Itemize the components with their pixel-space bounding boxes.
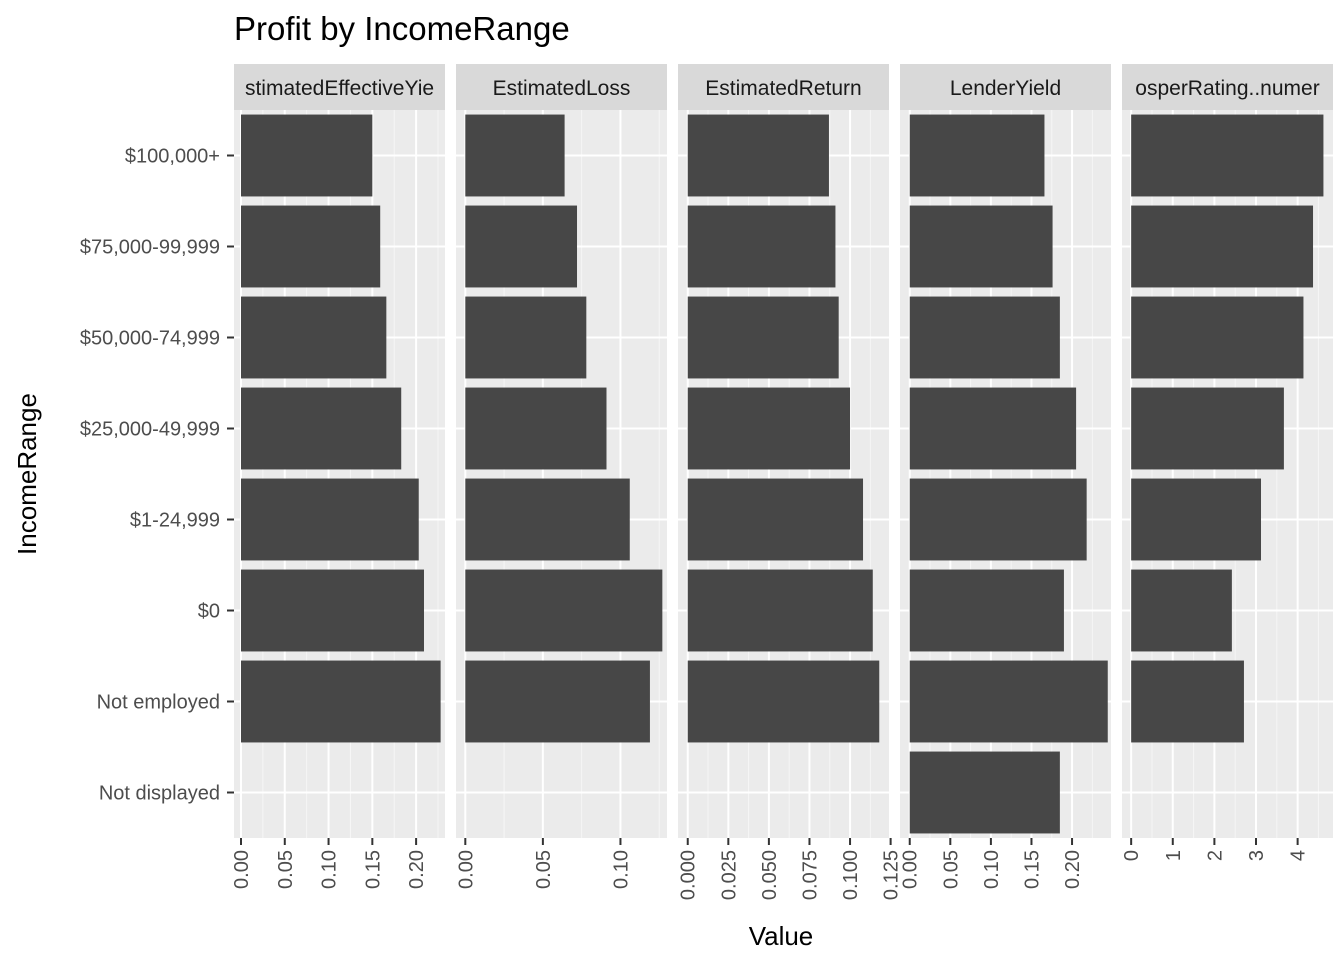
bar (687, 205, 836, 288)
facet-panel: osperRating..numer 0 1 2 3 4 (1121, 64, 1333, 861)
x-tick-label: 1 (1163, 850, 1185, 861)
bar (241, 569, 424, 652)
x-tick-label: 0.075 (799, 850, 821, 900)
bar (465, 660, 650, 743)
x-tick-label: 0 (1121, 850, 1143, 861)
bar (1131, 660, 1244, 743)
x-tick-label: 0.15 (1021, 850, 1043, 889)
x-tick-label: 2 (1204, 850, 1226, 861)
bar (465, 569, 663, 652)
x-axis-title: Value (749, 921, 814, 951)
x-tick-label: 0.15 (362, 850, 384, 889)
y-tick-label: $75,000-99,999 (80, 237, 220, 259)
y-tick-label: $1-24,999 (130, 510, 220, 532)
bar (1131, 205, 1314, 288)
x-tick-label: 0.050 (759, 850, 781, 900)
bar (909, 205, 1053, 288)
y-tick-label: $50,000-74,999 (80, 328, 220, 350)
bar (687, 660, 880, 743)
facet-strip-label: LenderYield (950, 77, 1061, 100)
facet-strip-label: EstimatedLoss (493, 77, 631, 100)
x-tick-label: 0.00 (455, 850, 477, 889)
bar (465, 114, 565, 197)
y-axis-title: IncomeRange (12, 393, 42, 555)
x-tick-label: 0.025 (718, 850, 740, 900)
x-tick-label: 0.10 (319, 850, 341, 889)
x-tick-label: 0.100 (840, 850, 862, 900)
chart-plot-area: Not displayed Not employed $0 $1-24,999 $25,… (80, 64, 1333, 900)
bar (465, 205, 578, 288)
bar (909, 751, 1060, 834)
x-tick-label: 0.00 (900, 850, 922, 889)
x-tick-label: 0.00 (231, 850, 253, 889)
bar (909, 114, 1045, 197)
y-tick-label: Not employed (97, 692, 220, 714)
bar (241, 114, 373, 197)
chart-title: Profit by IncomeRange (234, 10, 570, 47)
facet-strip (234, 64, 445, 110)
x-tick-label: 0.05 (533, 850, 555, 889)
facet-strip (678, 64, 889, 110)
bar (465, 296, 587, 379)
bar (909, 387, 1077, 470)
x-tick-label: 0.10 (981, 850, 1003, 889)
facet-strip-label: osperRating..numer (1135, 77, 1319, 100)
x-tick-label: 4 (1288, 850, 1310, 861)
bar (241, 387, 402, 470)
bar (1131, 387, 1284, 470)
y-tick-label: $100,000+ (125, 146, 220, 168)
y-tick-label: $0 (198, 601, 220, 623)
bar (687, 114, 829, 197)
bar (909, 569, 1064, 652)
x-tick-label: 0.05 (940, 850, 962, 889)
facet-strip-label: EstimatedReturn (705, 77, 861, 100)
x-tick-label: 0.10 (610, 850, 632, 889)
y-tick-label: Not displayed (99, 783, 220, 805)
x-tick-label: 0.125 (881, 850, 903, 900)
bar (909, 478, 1087, 561)
facet-strip-label: stimatedEffectiveYie (245, 77, 434, 100)
bar (1131, 569, 1232, 652)
facet-panel: EstimatedLoss 0.00 0.05 0.10 (455, 64, 667, 889)
bar (241, 478, 419, 561)
bar (687, 296, 839, 379)
bar (241, 660, 441, 743)
bar (241, 205, 381, 288)
facet-strip (900, 64, 1111, 110)
facet-panel: LenderYield 0.00 0.05 0.10 0.15 0.20 (900, 64, 1111, 889)
facet-strip (456, 64, 667, 110)
x-tick-label: 0.05 (275, 850, 297, 889)
bar (687, 569, 873, 652)
x-tick-label: 0.000 (678, 850, 700, 900)
x-tick-label: 0.20 (406, 850, 428, 889)
bar (241, 296, 387, 379)
facet-panel: stimatedEffectiveYie 0.00 0.05 0.10 0.15 0.20 (231, 64, 445, 889)
facet-strip (1122, 64, 1333, 110)
facet-panel: EstimatedReturn 0.000 0.025 0.050 0.075 0.100… (678, 64, 903, 900)
bar (1131, 296, 1304, 379)
y-tick-label: $25,000-49,999 (80, 419, 220, 441)
x-tick-label: 3 (1246, 850, 1268, 861)
bar (465, 387, 607, 470)
bar (909, 296, 1060, 379)
bar (687, 387, 851, 470)
bar (909, 660, 1108, 743)
bar (1131, 478, 1262, 561)
x-tick-label: 0.20 (1062, 850, 1084, 889)
bar (687, 478, 864, 561)
bar (465, 478, 630, 561)
bar (1131, 114, 1324, 197)
